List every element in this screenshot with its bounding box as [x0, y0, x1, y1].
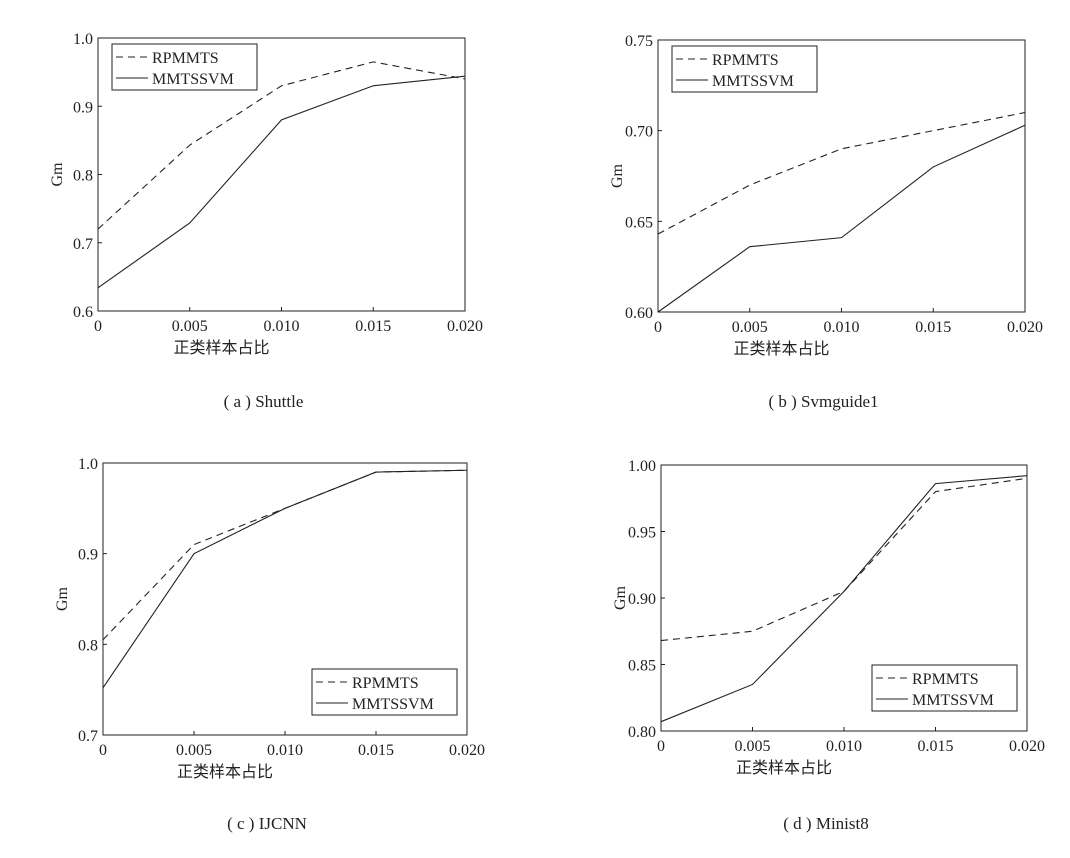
y-tick-label: 1.00 — [628, 458, 656, 475]
x-tick-label: 0.015 — [915, 319, 951, 336]
y-tick-label: 1.0 — [78, 456, 98, 473]
y-tick-label: 0.9 — [78, 547, 98, 564]
x-tick-label: 0.005 — [732, 319, 768, 336]
y-tick-label: 0.80 — [628, 724, 656, 741]
x-tick-label: 0 — [654, 319, 662, 336]
y-tick-label: 0.7 — [78, 728, 98, 745]
subplot-caption: ( c ) IJCNN — [227, 814, 307, 833]
legend-label: RPMMTS — [712, 52, 779, 69]
series-line-rpmmts — [658, 113, 1025, 234]
subplot-2: 0 0.005 0.010 0.015 0.020 0.60 0.65 0.70 0.75 正类样… — [609, 33, 1043, 411]
x-tick-label: 0.005 — [172, 318, 208, 335]
y-axis-label: Gm — [612, 585, 629, 610]
x-tick-label: 0.015 — [918, 738, 954, 755]
x-axis-label: 正类样本占比 — [736, 759, 832, 777]
subplot-1: 0 0.005 0.010 0.015 0.020 0.6 0.7 0.8 0.9 1.0 正类样本… — [49, 31, 483, 411]
y-tick-label: 0.8 — [78, 637, 98, 654]
y-tick-label: 0.90 — [628, 591, 656, 608]
legend-label: RPMMTS — [352, 675, 419, 692]
x-tick-label: 0.020 — [449, 742, 485, 759]
legend: RPMMTS MMTSSVM — [872, 665, 1017, 711]
y-tick-label: 0.9 — [73, 99, 93, 116]
x-tick-label: 0.010 — [824, 319, 860, 336]
y-tick-label: 0.85 — [628, 658, 656, 675]
y-axis-label: Gm — [49, 162, 66, 187]
subplot-4: 0 0.005 0.010 0.015 0.020 0.80 0.85 0.90 0.95 1.0… — [612, 458, 1045, 833]
x-axis-label: 正类样本占比 — [733, 340, 829, 358]
y-tick-label: 0.7 — [73, 236, 93, 253]
subplot-caption: ( b ) Svmguide1 — [768, 392, 878, 411]
x-tick-label: 0.005 — [176, 742, 212, 759]
x-tick-label: 0.020 — [447, 318, 483, 335]
subplot-caption: ( a ) Shuttle — [224, 392, 304, 411]
legend-label: MMTSSVM — [912, 692, 994, 709]
legend: RPMMTS MMTSSVM — [312, 669, 457, 715]
subplot-3: 0 0.005 0.010 0.015 0.020 0.7 0.8 0.9 1.0 正类样本占比 G… — [54, 456, 485, 833]
subplot-caption: ( d ) Minist8 — [783, 814, 868, 833]
y-axis-label: Gm — [54, 586, 71, 611]
legend: RPMMTS MMTSSVM — [672, 46, 817, 92]
y-tick-label: 0.65 — [625, 214, 653, 231]
x-tick-label: 0.015 — [358, 742, 394, 759]
x-axis-label: 正类样本占比 — [173, 339, 269, 357]
y-tick-label: 0.6 — [73, 304, 93, 321]
x-tick-label: 0 — [94, 318, 102, 335]
y-tick-label: 1.0 — [73, 31, 93, 48]
y-axis-label: Gm — [609, 163, 626, 188]
x-tick-label: 0.005 — [735, 738, 771, 755]
legend-label: RPMMTS — [152, 50, 219, 67]
series-line-rpmmts — [661, 478, 1027, 640]
y-tick-label: 0.95 — [628, 525, 656, 542]
y-tick-label: 0.8 — [73, 168, 93, 185]
x-tick-label: 0.010 — [826, 738, 862, 755]
x-tick-label: 0.010 — [264, 318, 300, 335]
x-tick-label: 0.015 — [355, 318, 391, 335]
x-tick-label: 0.010 — [267, 742, 303, 759]
x-tick-label: 0.020 — [1007, 319, 1043, 336]
series-line-mmtssvm — [103, 470, 467, 688]
y-tick-label: 0.75 — [625, 33, 653, 50]
x-tick-label: 0 — [99, 742, 107, 759]
legend-label: MMTSSVM — [712, 73, 794, 90]
series-line-mmtssvm — [98, 76, 465, 288]
legend-label: RPMMTS — [912, 671, 979, 688]
series-line-rpmmts — [103, 470, 467, 640]
legend-label: MMTSSVM — [152, 71, 234, 88]
series-line-mmtssvm — [658, 125, 1025, 312]
y-tick-label: 0.60 — [625, 305, 653, 322]
x-tick-label: 0.020 — [1009, 738, 1045, 755]
legend: RPMMTS MMTSSVM — [112, 44, 257, 90]
y-tick-label: 0.70 — [625, 124, 653, 141]
legend-label: MMTSSVM — [352, 696, 434, 713]
x-tick-label: 0 — [657, 738, 665, 755]
x-axis-label: 正类样本占比 — [177, 763, 273, 781]
